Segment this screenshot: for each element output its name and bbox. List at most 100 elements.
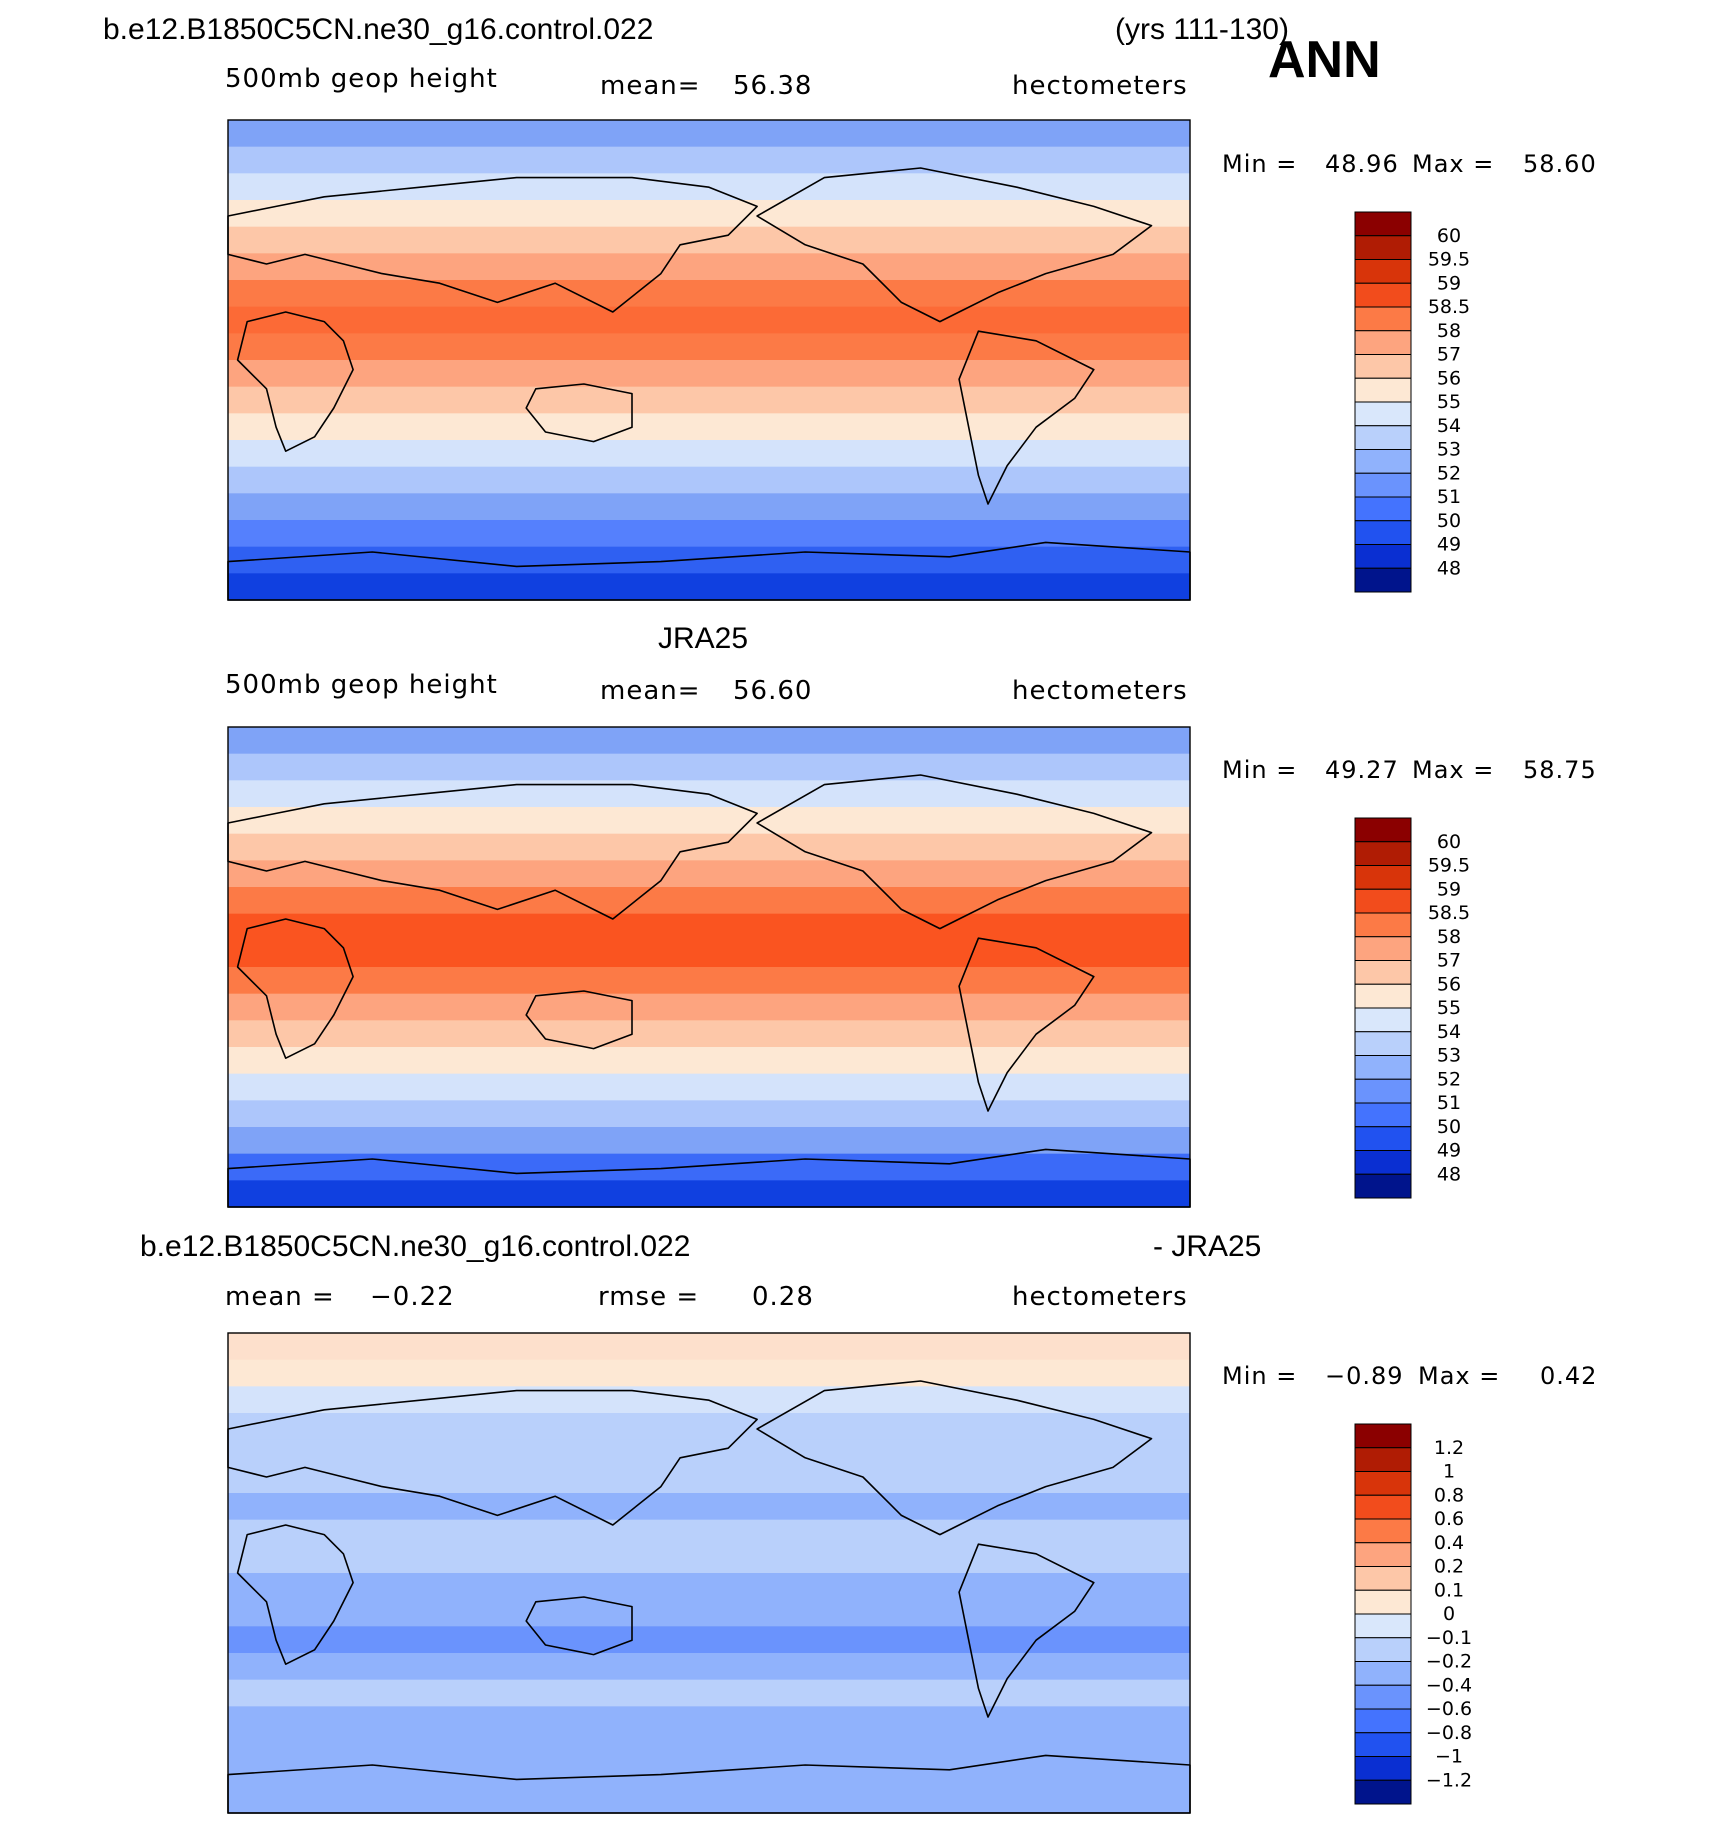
coastline-namerica [756,167,1153,323]
coastline-africa [236,918,354,1059]
contour-band [228,413,1190,441]
contour-band [228,1100,1190,1128]
colorbar-swatch [1354,259,1412,284]
contour-band [228,967,1190,995]
colorbar-level-label: 0.4 [1434,1532,1464,1554]
colorbar-level-label: 1 [1443,1461,1455,1483]
coastline-namerica [756,1380,1153,1536]
colorbar-level-label: 0.6 [1434,1508,1464,1530]
contour-band [228,386,1190,414]
coastline-eurasia [227,1389,758,1526]
colorbar-level-label: 51 [1437,486,1461,508]
panel1-min-value: 48.96 [1325,150,1399,178]
map-panel-1 [227,119,1191,601]
colorbar-swatch [1354,1031,1412,1056]
contour-band [228,493,1190,521]
colorbar-level-label: 53 [1437,439,1461,461]
coastline-samerica [958,937,1095,1112]
colorbar-swatch [1354,354,1412,379]
colorbar-level-label: −1.2 [1426,1769,1472,1791]
colorbar-swatch [1354,1494,1412,1520]
colorbar-swatch [1354,1518,1412,1544]
colorbar-level-label: 52 [1437,462,1461,484]
panel2-title: JRA25 [658,622,749,655]
colorbar-swatch [1354,306,1412,332]
panel3-units: hectometers [1012,1282,1188,1312]
colorbar-level-label: 60 [1437,831,1461,853]
colorbar-level-label: −0.2 [1426,1651,1472,1673]
contour-band [228,1573,1190,1601]
panel2-max-label: Max = [1412,756,1495,784]
contour-band [228,887,1190,915]
contour-band [228,306,1190,334]
colorbar-level-label: 54 [1437,1021,1461,1043]
panel1-max-label: Max = [1412,150,1495,178]
contour-band [228,1706,1190,1734]
contour-band [228,807,1190,835]
contour-band [228,466,1190,494]
contour-band [228,120,1190,148]
contour-band [228,546,1190,574]
coastline-samerica [958,330,1095,505]
colorbar-level-label: 58.5 [1428,296,1470,318]
colorbar-level-label: 54 [1437,415,1461,437]
colorbar-level-label: 55 [1437,997,1461,1019]
contour-band [228,1047,1190,1075]
panel1-min-label: Min = [1222,150,1298,178]
coastline-eurasia [227,176,758,313]
colorbar-level-label: 59 [1437,878,1461,900]
contour-band [228,1127,1190,1155]
panel1-mean-value: 56.38 [733,71,813,101]
colorbar-level-label: 57 [1437,950,1461,972]
colorbar-swatch [1354,817,1412,843]
panel3-rmse-label: rmse = [598,1282,700,1312]
contour-band [228,1413,1190,1441]
contour-band [228,1786,1190,1814]
colorbar-level-label: −1 [1435,1746,1463,1768]
map-frame [227,119,1191,601]
colorbar-level-label: 51 [1437,1092,1461,1114]
colorbar-swatch [1354,1684,1412,1710]
contour-band [228,833,1190,861]
panel3-min-value: −0.89 [1325,1362,1404,1390]
contour-band [228,280,1190,308]
map-panel-2 [227,726,1191,1208]
contour-band [228,1653,1190,1681]
colorbar-swatch [1354,567,1412,593]
case-title: b.e12.B1850C5CN.ne30_g16.control.022 [103,13,654,46]
colorbar-swatch [1354,425,1412,450]
panel3-mean-label: mean = [225,1282,335,1312]
coastline-africa [236,311,354,453]
colorbar-level-label: 59 [1437,272,1461,294]
colorbar-swatch [1354,377,1412,403]
contour-band [228,226,1190,254]
colorbar-swatch [1354,1613,1412,1639]
coastline-samerica [958,1543,1095,1718]
coastline-australia [525,383,633,443]
colorbar-swatch [1354,282,1412,308]
contour-band [228,1439,1190,1467]
colorbar-level-label: 56 [1437,973,1461,995]
contour-band [228,253,1190,281]
contour-band [228,1519,1190,1547]
colorbar-swatch [1354,1756,1412,1781]
contour-band [228,360,1190,388]
contour-band [228,1759,1190,1787]
colorbar-level-label: −0.1 [1426,1627,1472,1649]
contour-band [228,200,1190,228]
colorbar-swatch [1354,1055,1412,1080]
colorbar-level-label: 49 [1437,1140,1461,1162]
colorbar-level-label: 60 [1437,225,1461,247]
colorbar-swatch [1354,330,1412,355]
contour-band [228,573,1190,601]
colorbar-swatch [1354,1078,1412,1104]
colorbar-swatch [1354,1471,1412,1496]
panel3-mean-value: −0.22 [370,1282,455,1312]
colorbar-swatch [1354,1637,1412,1662]
colorbar-swatch [1354,472,1412,498]
colorbar-level-label: 52 [1437,1068,1461,1090]
panel1-max-value: 58.60 [1523,150,1597,178]
panel1-units: hectometers [1012,71,1188,101]
colorbar-swatch [1354,1102,1412,1128]
colorbar-level-label: 0.8 [1434,1484,1464,1506]
